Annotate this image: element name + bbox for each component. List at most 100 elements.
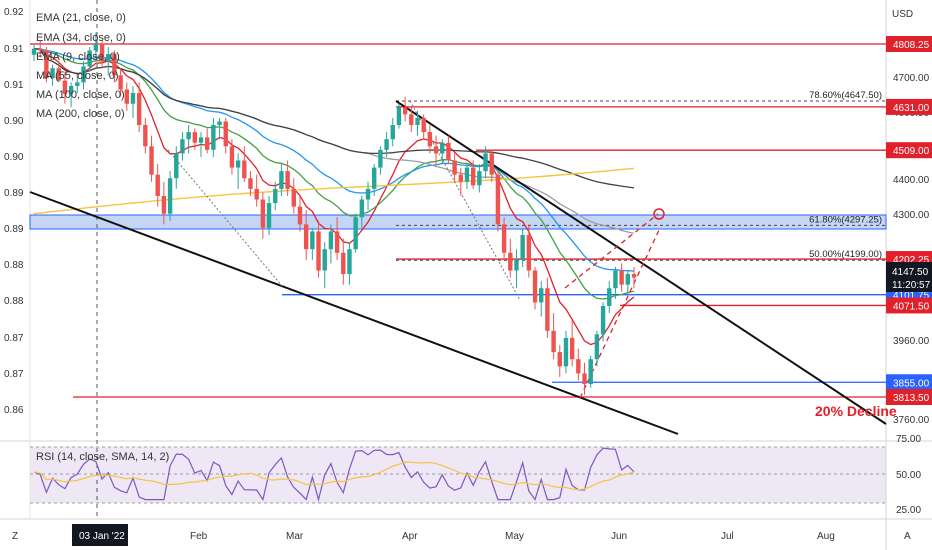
candle-body (186, 132, 191, 140)
candle-body (619, 270, 624, 285)
candle-body (365, 188, 371, 200)
rsi-label: RSI (14, close, SMA, 14, 2) (36, 451, 169, 463)
candle-body (161, 195, 167, 214)
candle-body (470, 167, 476, 186)
candle-body (390, 124, 395, 140)
candles (31, 32, 637, 395)
legend-item: MA (200, close, 0) (36, 108, 125, 120)
candle-body (402, 107, 408, 115)
price-tag-4: 4101.75 (893, 291, 930, 302)
price-tag-0: 4808.25 (893, 40, 930, 51)
legend: EMA (21, close, 0) EMA (34, close, 0) EM… (36, 12, 126, 120)
candle-body (99, 43, 105, 62)
candle-body (520, 235, 525, 260)
rsi-axis: 75.00 50.00 25.00 (896, 434, 921, 516)
auto-scale-button-label[interactable]: A (904, 531, 911, 542)
rsi-tick: 75.00 (896, 434, 921, 445)
candle-body (235, 160, 241, 168)
decline-annotation: 20% Decline (815, 403, 897, 419)
month-label: May (505, 531, 524, 542)
candle-body (545, 288, 550, 331)
candle-body (180, 139, 185, 154)
candle-body (489, 153, 494, 175)
candle-body (613, 270, 618, 289)
price-tag-box-5 (886, 297, 932, 314)
candle-body (75, 82, 80, 86)
candle-body (341, 252, 346, 275)
candle-body (291, 188, 296, 207)
candle-body (477, 171, 482, 186)
zoom-button-label[interactable]: Z (12, 531, 18, 542)
candle-body (174, 153, 179, 179)
candle-body (112, 54, 117, 76)
lower-trendline (29, 191, 679, 435)
legend-item: EMA (9, close, 0) (36, 51, 120, 63)
candle-body (483, 153, 488, 172)
candle-body (347, 249, 352, 275)
left-axis: 0.92 0.91 0.91 0.90 0.90 0.89 0.89 0.88 … (4, 7, 24, 416)
left-tick: 0.89 (4, 188, 24, 199)
candle-body (211, 124, 216, 150)
ema-9-line (33, 48, 635, 346)
upper-trendline (395, 100, 887, 425)
legend-item: MA (100, close, 0) (36, 89, 125, 101)
candle-body (631, 274, 637, 278)
candle-body (279, 171, 284, 189)
candle-body (353, 217, 358, 250)
month-label: Mar (286, 531, 304, 542)
fib-levels: 78.60%(4647.50) 61.80%(4297.25) 50.00%(419… (396, 90, 886, 261)
candle-body (303, 224, 309, 250)
rsi-line (33, 447, 635, 502)
current-price: 4147.50 (892, 267, 929, 278)
candle-body (322, 249, 327, 271)
channel-upper-dashed (564, 213, 659, 289)
candle-body (136, 93, 142, 125)
price-tag-box-7 (886, 389, 932, 405)
price-tag-box-1 (886, 98, 932, 115)
price-tag-2: 4509.00 (893, 146, 930, 157)
candle-body (316, 231, 321, 271)
month-label: Jun (611, 531, 627, 542)
candle-body (266, 203, 272, 228)
price-tag-5: 4071.50 (893, 301, 930, 312)
candle-body (378, 149, 383, 168)
candle-body (229, 146, 235, 168)
candle-body (588, 359, 593, 385)
candle-body (37, 48, 43, 51)
month-label: Feb (190, 531, 208, 542)
candle-body (44, 50, 49, 79)
price-tick: 4700.00 (893, 73, 930, 84)
fib-label-2: 50.00%(4199.00) (809, 249, 882, 260)
candle-body (539, 288, 544, 303)
rsi-tick: 25.00 (896, 505, 921, 516)
candle-body (87, 50, 92, 67)
candle-body (582, 373, 587, 385)
support-zone (29, 214, 887, 230)
candle-body (625, 274, 631, 285)
candle-body (149, 146, 154, 175)
currency-label: USD (892, 9, 913, 20)
current-price-tag: 4147.50 11:20:57 (886, 262, 932, 292)
candle-body (143, 124, 148, 147)
candle-body (501, 224, 507, 253)
candle-body (198, 137, 204, 143)
price-tag-box-0 (886, 36, 932, 52)
candle-body (396, 107, 402, 125)
legend-item: EMA (34, close, 0) (36, 32, 126, 44)
candle-body (508, 252, 513, 271)
date-highlight-box (72, 524, 128, 546)
candle-body (31, 48, 37, 55)
rsi-tick: 50.00 (896, 470, 921, 481)
price-tag-box-2 (886, 142, 932, 159)
left-tick: 0.87 (4, 369, 24, 380)
candle-body (415, 117, 420, 125)
price-tick: 3960.00 (893, 336, 930, 347)
candle-body (56, 68, 61, 81)
candle-body (130, 93, 136, 104)
rsi-lines (33, 447, 635, 502)
candle-body (62, 80, 68, 94)
candle-body (514, 259, 519, 271)
candle-body (594, 334, 600, 360)
dotted-diagonal-1 (167, 149, 283, 287)
candle-body (310, 231, 315, 250)
